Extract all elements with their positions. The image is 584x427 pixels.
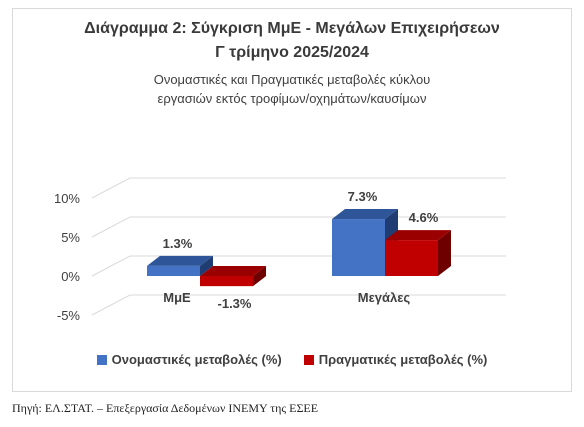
bar-side [438, 230, 451, 276]
bar-top [385, 230, 451, 241]
legend-swatch-real [303, 354, 314, 365]
chart-subtitle: Ονομαστικές και Πραγματικές μεταβολές κύ… [153, 72, 431, 106]
y-tick-label: 0% [61, 269, 80, 284]
y-tick-label: -5% [57, 308, 81, 323]
bar-front [147, 265, 200, 276]
bar-real-0 [200, 266, 266, 287]
data-label: 7.3% [348, 189, 378, 204]
bar-top [332, 209, 398, 220]
legend: Ονομαστικές μεταβολές (%) Πραγματικές με… [0, 352, 584, 367]
data-label: 1.3% [163, 236, 193, 251]
source-note: Πηγή: ΕΛ.ΣΤΑΤ. – Επεξεργασία Δεδομένων Ι… [12, 401, 319, 415]
bar-real-1 [385, 230, 451, 276]
data-labels: 1.3% -1.3% 7.3% 4.6% [163, 189, 439, 311]
category-label: Μεγάλες [358, 290, 411, 305]
chart-frame [12, 8, 572, 392]
legend-item-real: Πραγματικές μεταβολές (%) [303, 352, 488, 367]
bar-nominal-0 [147, 255, 213, 276]
legend-label-real: Πραγματικές μεταβολές (%) [318, 352, 488, 367]
legend-label-nominal: Ονομαστικές μεταβολές (%) [111, 352, 282, 367]
legend-item-nominal: Ονομαστικές μεταβολές (%) [96, 352, 282, 367]
data-label: 4.6% [409, 210, 439, 225]
y-axis-ticks: 10% 5% 0% -5% [54, 191, 80, 323]
y-tick-label: 5% [61, 230, 80, 245]
bar-side [200, 255, 213, 276]
bar-top [200, 266, 266, 276]
category-label: ΜμΕ [163, 290, 191, 305]
gridline [91, 294, 506, 316]
bar-top [147, 255, 213, 266]
gridline [91, 177, 506, 199]
bar-side [253, 266, 266, 287]
bar-front [200, 276, 253, 287]
x-axis-categories: ΜμΕ Μεγάλες [163, 290, 410, 305]
chart-title: Διάγραμμα 2: Σύγκριση ΜμΕ - Μεγάλων Επιχ… [84, 20, 500, 37]
legend-swatch-nominal [96, 354, 107, 365]
bar-front [385, 240, 438, 276]
y-tick-label: 10% [54, 191, 80, 206]
bars [147, 209, 451, 287]
bar-front [332, 219, 385, 276]
chart-title-line2: Γ τρίμηνο 2025/2024 [215, 44, 369, 61]
data-label: -1.3% [218, 296, 252, 311]
